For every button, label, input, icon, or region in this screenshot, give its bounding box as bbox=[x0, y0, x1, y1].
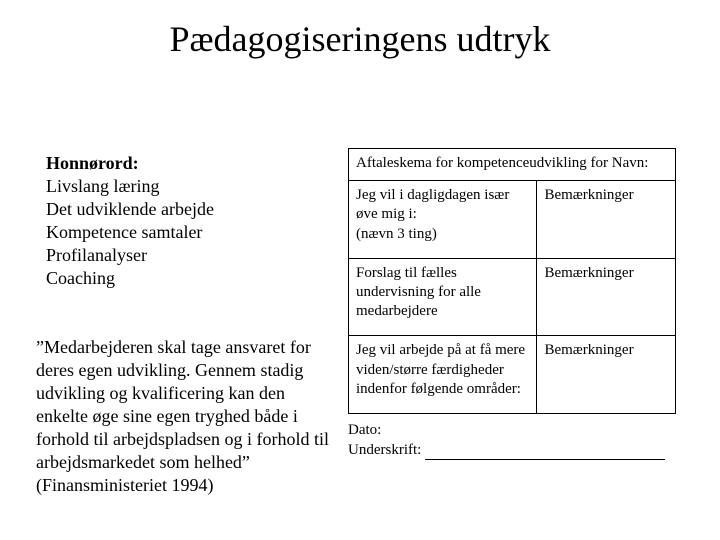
signature-line bbox=[425, 446, 665, 461]
agreement-schema: Aftaleskema for kompetenceudvikling for … bbox=[348, 148, 676, 460]
table-cell-right: Bemærkninger bbox=[537, 336, 676, 414]
table-cell-right: Bemærkninger bbox=[537, 181, 676, 259]
slide-title: Pædagogiseringens udtryk bbox=[0, 18, 720, 60]
honnor-list: Honnørord: Livslang læring Det udviklend… bbox=[46, 152, 326, 290]
table-footer: Dato: Underskrift: bbox=[348, 420, 676, 461]
table-cell-left: Forslag til fælles undervisning for alle… bbox=[349, 258, 537, 336]
slide: Pædagogiseringens udtryk Honnørord: Livs… bbox=[0, 0, 720, 540]
table-cell-left: Jeg vil arbejde på at få mere viden/stør… bbox=[349, 336, 537, 414]
honnor-item: Profilanalyser bbox=[46, 245, 147, 265]
honnor-item: Coaching bbox=[46, 268, 115, 288]
table-row: Jeg vil i dagligdagen især øve mig i:(næ… bbox=[349, 181, 676, 259]
quote-text: ”Medarbejderen skal tage ansvaret for de… bbox=[36, 336, 336, 497]
honnor-item: Livslang læring bbox=[46, 176, 160, 196]
honnor-item: Kompetence samtaler bbox=[46, 222, 202, 242]
table-row: Forslag til fælles undervisning for alle… bbox=[349, 258, 676, 336]
honnor-label: Honnørord: bbox=[46, 153, 139, 173]
underskrift-label: Underskrift: bbox=[348, 442, 421, 458]
table-cell-left: Jeg vil i dagligdagen især øve mig i:(næ… bbox=[349, 181, 537, 259]
table-header-cell: Aftaleskema for kompetenceudvikling for … bbox=[349, 149, 676, 181]
table-row: Jeg vil arbejde på at få mere viden/stør… bbox=[349, 336, 676, 414]
dato-label: Dato: bbox=[348, 422, 381, 438]
table-cell-right: Bemærkninger bbox=[537, 258, 676, 336]
table-row: Aftaleskema for kompetenceudvikling for … bbox=[349, 149, 676, 181]
agreement-table: Aftaleskema for kompetenceudvikling for … bbox=[348, 148, 676, 414]
honnor-item: Det udviklende arbejde bbox=[46, 199, 214, 219]
